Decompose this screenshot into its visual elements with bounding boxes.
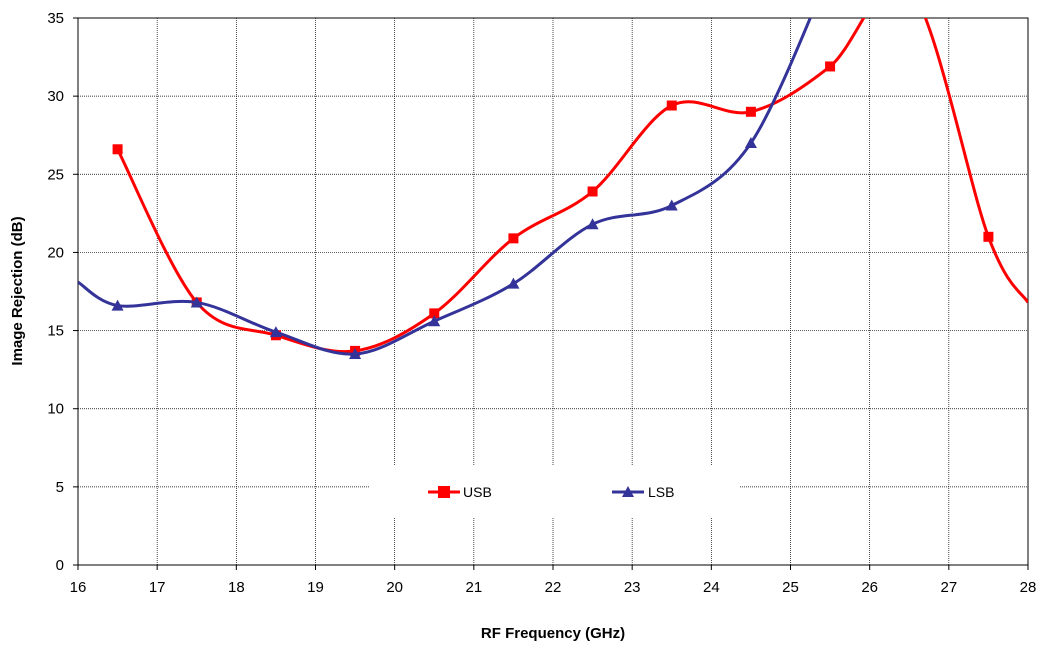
data-point-usb <box>429 308 440 319</box>
data-point-lsb <box>586 218 599 230</box>
data-point-lsb <box>269 326 282 338</box>
x-tick-label: 21 <box>465 579 482 596</box>
y-tick-label: 15 <box>47 323 64 340</box>
data-point-usb <box>825 61 836 72</box>
x-tick-label: 16 <box>70 579 87 596</box>
legend-marker-lsb <box>622 486 634 497</box>
x-tick-label: 25 <box>782 579 799 596</box>
x-tick-label: 27 <box>940 579 957 596</box>
y-tick-label: 10 <box>47 401 64 418</box>
x-tick-label: 18 <box>228 579 245 596</box>
data-point-lsb <box>744 137 757 149</box>
data-point-usb <box>508 233 519 244</box>
y-tick-label: 0 <box>56 557 64 574</box>
data-point-lsb <box>190 296 203 308</box>
x-tick-label: 19 <box>307 579 324 596</box>
y-tick-label: 20 <box>47 244 64 261</box>
x-tick-label: 23 <box>624 579 641 596</box>
gridlines <box>73 17 1029 570</box>
y-tick-label: 30 <box>47 88 64 105</box>
tick-labels: 16 17 18 19 20 21 22 23 24 25 26 27 28 0 5 10 15 20 25 30 35 <box>47 10 1036 596</box>
data-point-usb <box>745 106 756 117</box>
data-point-lsb <box>111 299 124 311</box>
legend-label-usb: USB <box>463 484 492 500</box>
x-tick-label: 17 <box>149 579 166 596</box>
legend-label-lsb: LSB <box>648 484 674 500</box>
legend: USB LSB <box>370 466 740 518</box>
legend-marker-usb <box>438 486 450 498</box>
data-point-lsb <box>428 315 441 327</box>
x-tick-label: 24 <box>703 579 720 596</box>
x-tick-label: 26 <box>861 579 878 596</box>
data-point-lsb <box>665 199 678 211</box>
x-axis-title: RF Frequency (GHz) <box>481 625 625 642</box>
y-tick-label: 35 <box>47 10 64 27</box>
data-point-usb <box>112 144 123 155</box>
x-tick-label: 20 <box>386 579 403 596</box>
data-point-lsb <box>349 348 362 360</box>
x-tick-label: 22 <box>545 579 562 596</box>
data-point-usb <box>587 186 598 197</box>
y-tick-label: 25 <box>47 166 64 183</box>
y-tick-label: 5 <box>56 479 64 496</box>
data-point-lsb <box>507 277 520 289</box>
data-point-usb <box>666 100 677 111</box>
x-tick-label: 28 <box>1020 579 1037 596</box>
series-layer <box>78 18 1028 360</box>
data-point-usb <box>983 231 994 242</box>
legend-box <box>370 466 740 518</box>
y-axis-title: Image Rejection (dB) <box>9 216 26 365</box>
